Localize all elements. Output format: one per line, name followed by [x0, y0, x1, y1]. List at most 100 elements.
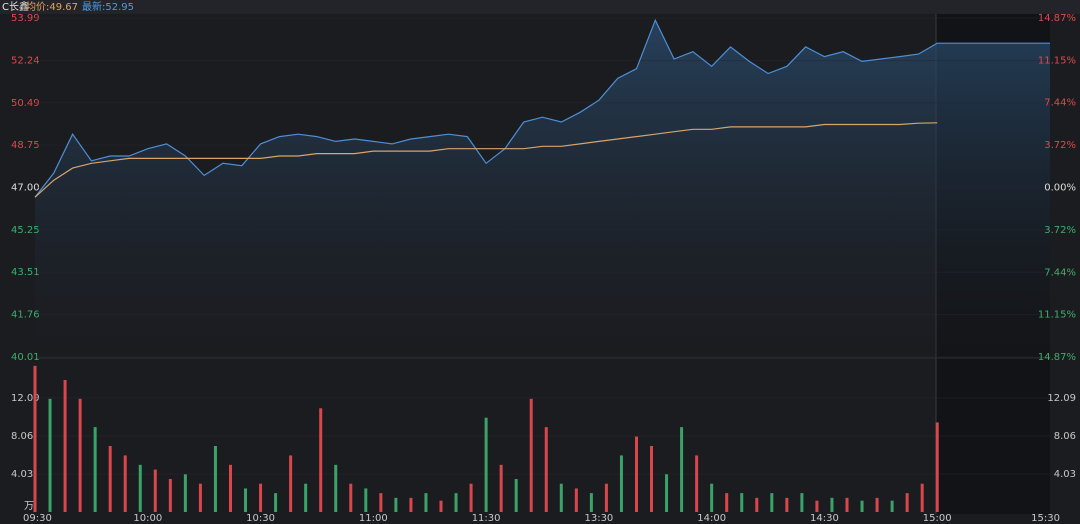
y-tick-label: 41.76	[11, 310, 40, 321]
x-tick-label: 13:30	[584, 513, 613, 524]
y2-tick-label: 0.00%	[1044, 183, 1076, 194]
volume-bar	[304, 483, 308, 512]
volume-bar	[559, 483, 563, 512]
volume-bar	[469, 483, 473, 512]
volume-bar	[183, 474, 187, 512]
volume-bar	[48, 398, 52, 512]
volume-bar	[484, 417, 488, 512]
volume-bar	[379, 493, 383, 512]
y-tick-label-right: 8.06	[1054, 431, 1076, 442]
volume-bar	[319, 408, 323, 512]
header-bar	[0, 0, 1080, 14]
y2-tick-label: 3.72%	[1044, 225, 1076, 236]
volume-bar	[815, 500, 819, 512]
y2-tick-label: 7.44%	[1044, 267, 1076, 278]
price-line	[34, 18, 1050, 198]
volume-bar	[514, 478, 518, 512]
y2-tick-label: 7.44%	[1044, 98, 1076, 109]
volume-bar	[123, 455, 127, 512]
volume-bar	[198, 483, 202, 512]
x-tick-label: 11:00	[359, 513, 388, 524]
volume-bar	[259, 483, 263, 512]
volume-bar	[93, 427, 97, 512]
volume-bar	[544, 427, 548, 512]
volume-bar	[619, 455, 623, 512]
volume-bar	[604, 483, 608, 512]
y-tick-label-right: 12.09	[1047, 393, 1076, 404]
y-tick-label: 12.09	[11, 393, 40, 404]
volume-bar	[725, 493, 729, 512]
x-tick-label: 10:00	[133, 513, 162, 524]
volume-bar	[439, 500, 443, 512]
volume-bar	[424, 493, 428, 512]
x-tick-label: 11:30	[472, 513, 501, 524]
volume-bar	[574, 488, 578, 512]
volume-bar	[63, 379, 67, 512]
y-tick-label: 47.00	[11, 183, 40, 194]
volume-bar	[890, 500, 894, 512]
avg-price: 均价:49.67	[26, 1, 78, 13]
y-tick-label-right: 4.03	[1054, 469, 1076, 480]
volume-bar	[589, 493, 593, 512]
volume-bar	[770, 493, 774, 512]
volume-bar	[830, 497, 834, 512]
volume-bar	[244, 488, 248, 512]
volume-bar	[409, 497, 413, 512]
volume-bar	[695, 455, 699, 512]
volume-bar	[740, 493, 744, 512]
volume-bar	[108, 445, 112, 512]
volume-bar	[168, 478, 172, 512]
volume-bar	[364, 488, 368, 512]
x-tick-label: 14:30	[810, 513, 839, 524]
volume-bar	[153, 469, 157, 512]
y-tick-label: 45.25	[11, 225, 40, 236]
volume-bar	[920, 483, 924, 512]
volume-bar	[138, 464, 142, 512]
y2-tick-label: 11.15%	[1038, 55, 1076, 66]
volume-bar	[710, 483, 714, 512]
y2-tick-label: 11.15%	[1038, 310, 1076, 321]
volume-bar	[785, 497, 789, 512]
volume-bar	[665, 474, 669, 512]
y-tick-label: 43.51	[11, 267, 40, 278]
y-tick-label: 52.24	[11, 55, 40, 66]
x-tick-label: 10:30	[246, 513, 275, 524]
volume-bar	[845, 497, 849, 512]
volume-bar	[755, 497, 759, 512]
x-tick-label: 09:30	[23, 513, 52, 524]
y-tick-label: 53.99	[11, 13, 40, 24]
volume-bar	[875, 497, 879, 512]
y-tick-label: 4.03	[11, 469, 33, 480]
last-price: 最新:52.95	[82, 0, 134, 13]
volume-bar	[334, 464, 338, 512]
volume-bar	[394, 497, 398, 512]
volume-bar	[800, 493, 804, 512]
volume-bar	[33, 365, 37, 512]
volume-bar	[634, 436, 638, 512]
x-tick-label: 15:30	[1031, 513, 1060, 524]
volume-bar	[228, 464, 232, 512]
volume-bar	[680, 427, 684, 512]
y2-tick-label: 3.72%	[1044, 140, 1076, 151]
volume-bar	[213, 445, 217, 512]
volume-bar	[935, 422, 939, 512]
volume-bar	[454, 493, 458, 512]
stock-name: C长鑫	[2, 0, 29, 13]
price-area	[35, 20, 1050, 357]
volume-bar	[650, 445, 654, 512]
y-tick-label: 50.49	[11, 98, 40, 109]
y2-tick-label: 14.87%	[1038, 13, 1076, 24]
volume-bar	[529, 398, 533, 512]
volume-bar	[860, 500, 864, 512]
volume-bar	[499, 464, 503, 512]
x-tick-label: 15:00	[923, 513, 952, 524]
x-tick-label: 14:00	[697, 513, 726, 524]
volume-bar	[349, 483, 353, 512]
y2-tick-label: 14.87%	[1038, 352, 1076, 363]
volume-bar	[289, 455, 293, 512]
avg-line	[34, 122, 938, 198]
y-tick-label: 40.01	[11, 352, 40, 363]
volume-bar	[78, 398, 82, 512]
volume-bar	[905, 493, 909, 512]
